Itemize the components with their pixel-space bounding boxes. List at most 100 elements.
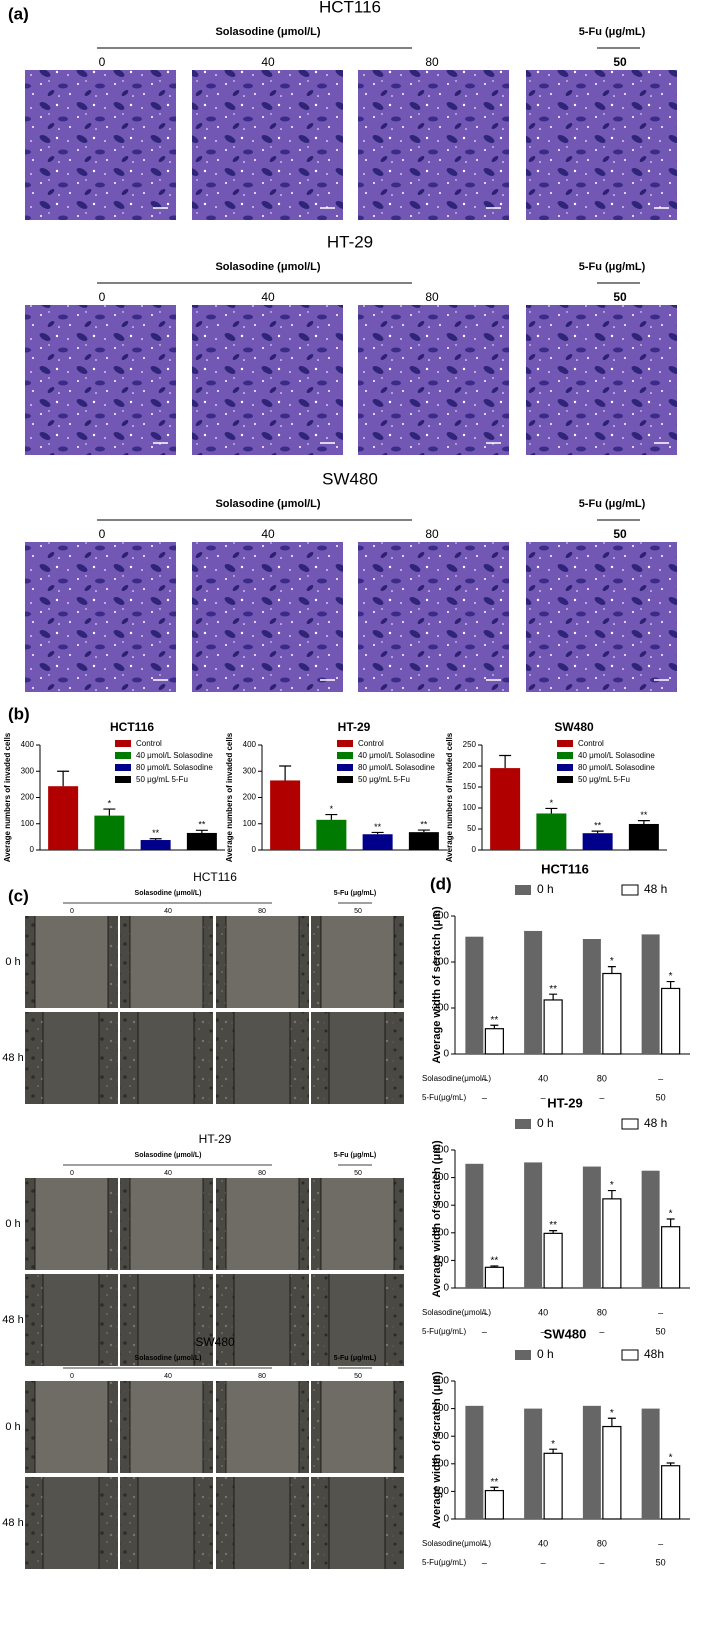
block-title: SW480 <box>322 469 378 488</box>
legend-label: 0 h <box>537 1116 554 1130</box>
micrograph <box>25 542 176 692</box>
scratch-gap <box>35 1178 108 1270</box>
scratch-gap <box>226 1381 299 1473</box>
bar <box>661 1465 681 1520</box>
error-bar <box>490 1024 499 1029</box>
micrograph <box>192 70 343 220</box>
legend-swatch <box>115 752 131 759</box>
bar <box>524 1408 543 1519</box>
row-label: 48 h <box>2 1517 23 1529</box>
x-row-value: – <box>599 1557 604 1567</box>
treatment-label: Solasodine (μmol/L) <box>215 26 320 38</box>
dose-label: 0 <box>70 1373 74 1380</box>
significance: ** <box>490 1477 498 1488</box>
x-row-value: – <box>599 1326 604 1336</box>
significance: * <box>610 956 614 967</box>
bar <box>465 1163 484 1288</box>
bar <box>465 936 484 1054</box>
legend-swatch <box>115 740 131 747</box>
legend-swatch <box>115 776 131 783</box>
legend-swatch <box>621 1118 639 1130</box>
legend-swatch <box>515 885 531 895</box>
x-row-label: 5-Fu(μg/mL) <box>422 1558 467 1567</box>
significance: ** <box>490 1015 498 1026</box>
bar <box>628 823 659 850</box>
legend-swatch <box>515 1119 531 1129</box>
chart-title: SW480 <box>554 720 594 734</box>
error-bar <box>103 808 116 816</box>
bar <box>186 832 217 850</box>
block-title: SW480 <box>195 1335 235 1349</box>
error-bar <box>149 838 162 841</box>
micrograph <box>192 305 343 455</box>
legend-label: 40 μmol/L Solasodine <box>136 751 213 760</box>
legend-swatch <box>621 884 639 896</box>
y-axis-label: Average width of scratch (μm) <box>431 1140 443 1298</box>
error-bar <box>549 993 558 1000</box>
x-row-value: – <box>541 1326 546 1336</box>
error-bar <box>545 807 558 814</box>
micrograph <box>526 70 677 220</box>
bar <box>582 1166 601 1288</box>
bar <box>536 813 567 850</box>
y-tick-label: 500 <box>432 1145 449 1156</box>
scratch-gap <box>43 1012 99 1104</box>
legend-swatch <box>557 740 573 747</box>
chart-title: HCT116 <box>541 861 589 876</box>
bar <box>641 1408 660 1519</box>
legend-label: 50 μg/mL 5-Fu <box>578 775 630 784</box>
error-bar <box>591 830 604 834</box>
error-bar <box>499 754 512 769</box>
bar <box>661 1226 681 1289</box>
bar <box>543 1232 563 1289</box>
legend-label: Control <box>136 739 162 748</box>
y-tick-label: 100 <box>432 1255 449 1266</box>
bar <box>602 972 622 1055</box>
legend-swatch <box>337 752 353 759</box>
dose-label: 0 <box>99 55 106 69</box>
y-tick-label: 200 <box>21 793 35 802</box>
x-row-value: – <box>482 1307 487 1317</box>
y-tick-label: 300 <box>432 1431 449 1442</box>
bar <box>641 934 660 1054</box>
bar <box>484 1266 504 1289</box>
legend-swatch <box>337 740 353 747</box>
control-label: 5-Fu (μg/mL) <box>334 1152 376 1159</box>
x-row-value: 40 <box>538 1307 548 1317</box>
bar <box>641 1170 660 1288</box>
y-tick-label: 400 <box>432 1403 449 1414</box>
chart-title: HT-29 <box>338 720 371 734</box>
chart-title: HT-29 <box>547 1095 582 1110</box>
x-row-value: 40 <box>538 1538 548 1548</box>
x-row-value: 80 <box>597 1538 607 1548</box>
scratch-gap <box>43 1477 99 1569</box>
micrograph <box>358 542 509 692</box>
scratch-gap <box>138 1274 194 1366</box>
x-row-value: – <box>658 1538 663 1548</box>
x-row-value: – <box>482 1092 487 1102</box>
x-row-value: – <box>541 1557 546 1567</box>
x-row-label: Solasodine(μmol/L) <box>422 1074 491 1083</box>
legend-label: 80 μmol/L Solasodine <box>578 763 655 772</box>
panel-label: (a) <box>8 4 29 23</box>
dose-label: 40 <box>261 290 275 304</box>
scratch-gap <box>35 916 108 1008</box>
x-row-value: 50 <box>656 1326 666 1336</box>
bar <box>484 1489 504 1520</box>
y-tick-label: 200 <box>432 1458 449 1469</box>
x-row-value: 50 <box>656 1092 666 1102</box>
row-label: 48 h <box>2 1314 23 1326</box>
error-bar <box>57 770 70 787</box>
y-axis-label: Average width of scratch (μm) <box>431 906 443 1064</box>
x-row-label: Solasodine(μmol/L) <box>422 1539 491 1548</box>
y-tick-label: 400 <box>21 740 35 749</box>
dose-label: 40 <box>164 1170 172 1177</box>
scratch-gap <box>130 1381 203 1473</box>
legend-swatch <box>337 776 353 783</box>
error-bar <box>666 1218 675 1227</box>
dose-label: 40 <box>164 1373 172 1380</box>
y-tick-label: 0 <box>443 1283 449 1294</box>
scratch-gap <box>226 1178 299 1270</box>
control-label: 5-Fu (μg/mL) <box>579 498 646 510</box>
legend-label: Control <box>578 739 604 748</box>
